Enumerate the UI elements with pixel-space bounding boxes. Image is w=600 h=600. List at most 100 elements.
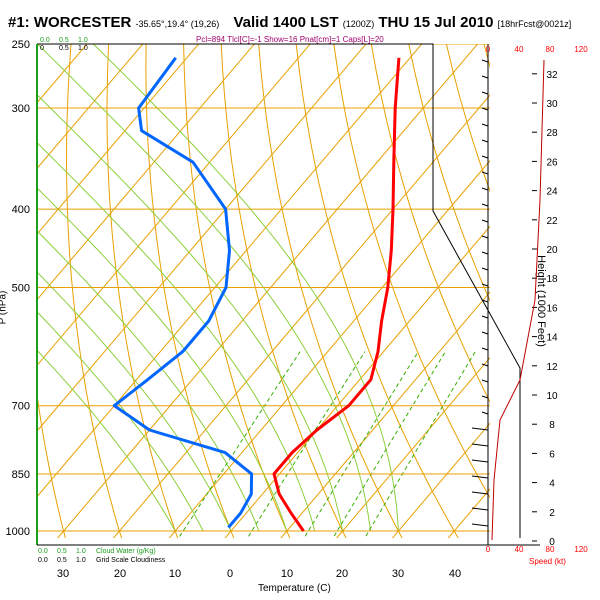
dry-adiabat-line bbox=[183, 44, 291, 538]
isotherm-line bbox=[37, 44, 311, 367]
mixing-ratio-line bbox=[246, 351, 366, 538]
wind-barb bbox=[481, 123, 489, 127]
frame-line bbox=[37, 43, 521, 538]
moist-adiabat-line bbox=[37, 271, 232, 532]
dewpoint-profile-line bbox=[112, 56, 254, 529]
height-tick-label: 0 bbox=[549, 537, 555, 548]
wind-barb bbox=[481, 91, 489, 95]
moist-adiabat-line bbox=[37, 349, 176, 532]
height-tick-label: 8 bbox=[549, 420, 555, 431]
height-tick-label: 30 bbox=[546, 99, 558, 110]
speed-tick-label-top: 0 bbox=[486, 45, 491, 54]
moist-adiabat-line bbox=[37, 141, 316, 532]
isotherm-line bbox=[57, 44, 479, 538]
mixing-ratio-line bbox=[303, 351, 419, 538]
cloud-bottom-label-2: 1.0 bbox=[76, 557, 86, 564]
temperature-tick-label: 10 bbox=[169, 568, 181, 580]
dry-adiabat-line bbox=[295, 44, 459, 538]
moist-adiabat-line bbox=[37, 187, 288, 532]
chart-title: #1: WORCESTER -35.65°,19.4° (19,26) Vali… bbox=[8, 14, 571, 31]
height-tick-label: 20 bbox=[546, 245, 558, 256]
cloud-top-label: 0.5 bbox=[59, 37, 69, 44]
isotherm-line bbox=[168, 159, 490, 538]
isotherm-line bbox=[336, 356, 490, 538]
cloudiness-title: Grid Scale Cloudiness bbox=[96, 557, 166, 564]
wind-barb bbox=[481, 219, 489, 223]
isotherm-line bbox=[37, 44, 200, 235]
wind-barb bbox=[481, 299, 489, 303]
temperature-tick-label: 20 bbox=[336, 568, 348, 580]
pressure-tick-label: 300 bbox=[12, 103, 30, 115]
height-tick-label: 24 bbox=[546, 187, 558, 198]
pressure-tick-label: 250 bbox=[12, 39, 30, 51]
height-tick-label: 14 bbox=[546, 333, 558, 344]
wind-barb bbox=[481, 139, 489, 143]
plot-area bbox=[0, 44, 600, 548]
wind-barb bbox=[481, 235, 489, 239]
cloud-bottom-label: 1.0 bbox=[76, 548, 86, 555]
dry-adiabat-line bbox=[597, 44, 600, 548]
speed-tick-label-bottom: 0 bbox=[486, 545, 491, 554]
height-tick-label: 6 bbox=[549, 449, 555, 460]
speed-tick-label-top: 120 bbox=[574, 45, 588, 54]
wind-barb bbox=[481, 155, 489, 159]
mixing-ratio-line bbox=[332, 351, 446, 538]
wind-barb bbox=[471, 427, 489, 431]
dry-adiabat-line bbox=[220, 44, 347, 538]
cloud-bottom-label-2: 0.5 bbox=[57, 557, 67, 564]
mixing-ratio-line bbox=[364, 351, 476, 538]
temperature-tick-label: 30 bbox=[57, 568, 69, 580]
moist-adiabat-line bbox=[93, 44, 399, 532]
height-tick-label: 18 bbox=[546, 274, 558, 285]
wind-barb bbox=[481, 171, 489, 175]
station-name: #1: WORCESTER bbox=[8, 14, 132, 31]
speed-tick-label-top: 80 bbox=[546, 45, 555, 54]
pressure-tick-label: 850 bbox=[12, 469, 30, 481]
cloud-bottom-label: 0.0 bbox=[38, 548, 48, 555]
dry-adiabat-line bbox=[65, 44, 123, 538]
isotherm-line bbox=[37, 44, 423, 498]
dry-adiabat-line bbox=[522, 44, 600, 548]
dry-adiabat-line bbox=[106, 44, 179, 538]
isotherm-line bbox=[37, 44, 367, 432]
isotherm-line bbox=[37, 44, 144, 170]
isotherm-line bbox=[391, 422, 490, 538]
height-tick-label: 16 bbox=[546, 303, 558, 314]
wind-barb bbox=[481, 379, 489, 383]
wind-barb bbox=[471, 459, 489, 463]
wind-barb bbox=[481, 59, 489, 63]
isotherm-line bbox=[280, 291, 490, 538]
valid-date: THU 15 Jul 2010 bbox=[378, 14, 494, 31]
height-tick-label: 26 bbox=[546, 157, 558, 168]
dry-adiabat-line bbox=[145, 44, 235, 538]
dry-adiabat-line bbox=[37, 391, 66, 538]
cloud-water-title: Cloud Water (g/Kg) bbox=[96, 548, 156, 555]
x-axis-label: Temperature (C) bbox=[258, 583, 331, 594]
height-tick-label: 32 bbox=[546, 70, 558, 81]
moist-adiabat-line bbox=[37, 311, 204, 532]
wind-barb bbox=[481, 107, 489, 111]
dry-adiabat-line bbox=[370, 44, 490, 403]
wind-barb bbox=[481, 267, 489, 271]
dry-adiabat-line bbox=[408, 44, 490, 302]
wind-barb bbox=[481, 283, 489, 287]
dry-adiabat-line bbox=[333, 44, 490, 499]
height-tick-label: 10 bbox=[546, 391, 558, 402]
isotherm-line bbox=[37, 44, 256, 301]
wind-barb bbox=[471, 491, 489, 495]
wind-barb bbox=[481, 347, 489, 351]
height-tick-label: 12 bbox=[546, 362, 558, 373]
mixing-ratio-line bbox=[177, 351, 301, 538]
wind-barb bbox=[481, 363, 489, 367]
parcel-params: Pcl=894 Tlcl[C]=-1 Show=16 Pnat[cm]=1 Ca… bbox=[196, 35, 384, 44]
height-tick-label: 4 bbox=[549, 479, 555, 490]
moist-adiabat-line bbox=[37, 44, 371, 532]
wind-barb bbox=[471, 443, 489, 447]
wind-barb bbox=[471, 523, 489, 527]
forecast-info: [18hrFcst@0021z] bbox=[497, 19, 572, 29]
temperature-tick-label: 40 bbox=[449, 568, 461, 580]
speed-tick-label-bottom: 80 bbox=[546, 545, 555, 554]
cloud-bottom-label-2: 0.0 bbox=[38, 557, 48, 564]
dry-adiabat-line bbox=[0, 44, 12, 548]
pressure-tick-label: 700 bbox=[12, 401, 30, 413]
